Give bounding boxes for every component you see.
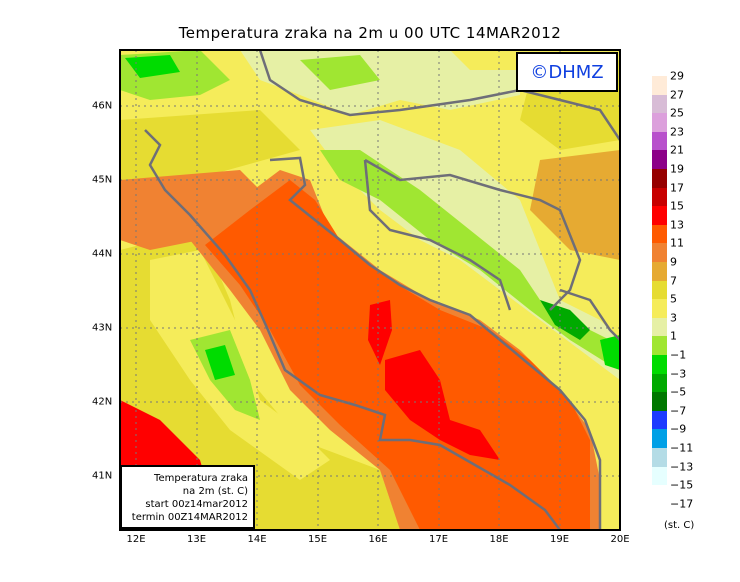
legend-swatch [652, 392, 667, 411]
legend-swatch [652, 224, 667, 244]
legend-label: −15 [670, 478, 694, 492]
legend-swatch [652, 336, 667, 355]
legend-label: 7 [670, 274, 677, 288]
legend-label: −1 [670, 348, 687, 362]
legend-swatch [652, 355, 667, 374]
x-tick-label: 20E [610, 534, 630, 545]
legend-label: −13 [670, 460, 694, 474]
coastline [144, 50, 620, 530]
legend-label: 17 [670, 181, 684, 195]
y-tick-label: 42N [92, 396, 113, 408]
legend-swatch [652, 466, 667, 486]
legend-label: 15 [670, 199, 684, 213]
x-tick-label: 14E [247, 534, 267, 545]
legend-label: −7 [670, 404, 687, 418]
legend-swatch [652, 410, 667, 430]
legend-swatch [652, 76, 667, 95]
legend-swatch [652, 150, 667, 169]
map-title: Temperatura zraka na 2m u 00 UTC 14MAR20… [178, 24, 562, 42]
legend-label: −11 [670, 441, 694, 455]
dhmz-logo: ©DHMZ [516, 52, 618, 92]
legend-swatch [652, 317, 667, 337]
legend-label: −9 [670, 422, 687, 436]
legend-label: 29 [670, 69, 684, 83]
x-tick-label: 19E [549, 534, 570, 545]
legend-label: 27 [670, 88, 684, 102]
graticule [120, 50, 620, 530]
x-tick-label: 18E [489, 534, 509, 545]
legend-label: 23 [670, 125, 684, 139]
legend-swatch [652, 299, 667, 318]
legend-label: 1 [670, 329, 677, 343]
legend-swatch [652, 169, 667, 188]
legend-swatch [652, 262, 667, 281]
map-frame [119, 49, 621, 531]
legend-swatch [652, 94, 667, 114]
info-box: Temperatura zraka na 2m (st. C) start 00… [120, 465, 255, 529]
legend-label: 9 [670, 255, 677, 269]
legend-label: −5 [670, 385, 687, 399]
legend-swatch [652, 187, 667, 207]
y-tick-label: 45N [92, 174, 113, 186]
legend-label: 21 [670, 143, 684, 157]
legend-swatch [652, 373, 667, 393]
x-tick-label: 13E [186, 534, 207, 545]
legend-swatch [652, 429, 667, 448]
y-tick-label: 46N [92, 100, 113, 112]
legend-label: 11 [670, 236, 684, 250]
info-line: termin 00Z14MAR2012 [131, 512, 248, 523]
x-tick-label: 15E [307, 534, 328, 545]
legend-swatch [652, 243, 667, 262]
y-tick-label: 41N [92, 470, 113, 482]
temperature-field [120, 50, 620, 530]
legend-swatch [652, 131, 667, 151]
legend-label: 13 [670, 218, 684, 232]
legend-swatch [652, 206, 667, 225]
legend-swatch [652, 113, 667, 132]
y-tick-label: 43N [92, 322, 113, 334]
x-tick-label: 17E [428, 534, 449, 545]
legend-label: −3 [670, 367, 687, 381]
legend-label: −17 [670, 497, 694, 511]
x-tick-label: 12E [126, 534, 146, 545]
legend-label: 3 [670, 311, 677, 325]
legend-unit: (st. C) [664, 520, 695, 531]
legend-label: 25 [670, 106, 684, 120]
info-line: Temperatura zraka [154, 473, 248, 484]
legend-label: 5 [670, 292, 677, 306]
info-line: start 00z14mar2012 [145, 499, 248, 510]
legend-swatch [652, 448, 667, 467]
info-line: na 2m (st. C) [182, 486, 248, 497]
legend-label: 19 [670, 162, 684, 176]
y-tick-label: 44N [92, 248, 113, 260]
x-tick-label: 16E [368, 534, 388, 545]
legend-swatch [652, 280, 667, 300]
